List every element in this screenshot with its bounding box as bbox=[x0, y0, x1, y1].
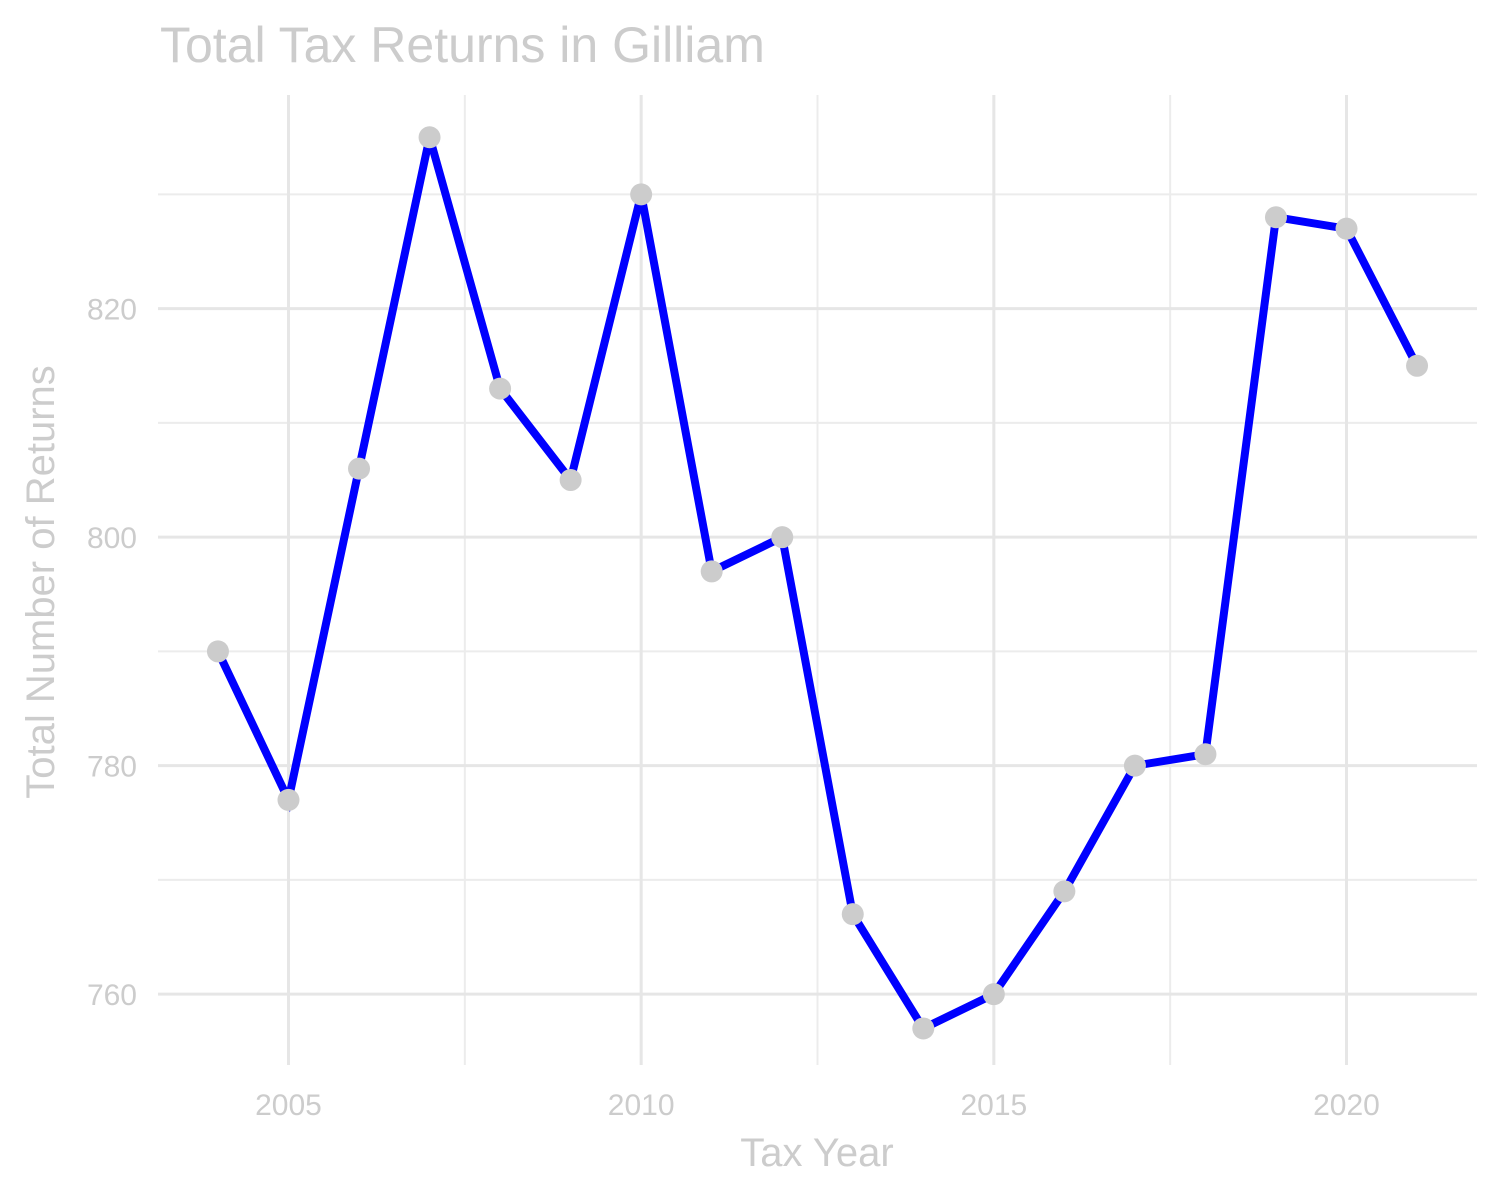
data-point bbox=[206, 640, 229, 663]
data-point bbox=[1123, 754, 1146, 777]
data-point bbox=[1264, 206, 1287, 229]
data-point bbox=[630, 183, 653, 206]
data-point bbox=[418, 126, 441, 149]
data-point bbox=[559, 469, 582, 492]
data-point bbox=[1335, 217, 1358, 240]
data-point bbox=[841, 903, 864, 926]
x-tick-label: 2015 bbox=[960, 1089, 1027, 1122]
y-tick-label: 820 bbox=[87, 294, 137, 327]
y-tick-label: 780 bbox=[87, 751, 137, 784]
series-group bbox=[206, 126, 1429, 1040]
chart-title: Total Tax Returns in Gilliam bbox=[160, 17, 765, 73]
y-axis-title: Total Number of Returns bbox=[19, 365, 63, 799]
x-axis-title: Tax Year bbox=[740, 1131, 893, 1175]
y-tick-label: 800 bbox=[87, 522, 137, 555]
data-point bbox=[982, 983, 1005, 1006]
data-point bbox=[912, 1017, 935, 1040]
x-tick-label: 2010 bbox=[608, 1089, 675, 1122]
data-point bbox=[700, 560, 723, 583]
data-point bbox=[489, 377, 512, 400]
y-tick-labels: 760 780 800 820 bbox=[87, 294, 137, 1013]
data-point bbox=[1053, 880, 1076, 903]
data-point bbox=[277, 788, 300, 811]
x-tick-labels: 2005 2010 2015 2020 bbox=[255, 1089, 1380, 1122]
x-tick-label: 2020 bbox=[1313, 1089, 1380, 1122]
x-tick-label: 2005 bbox=[255, 1089, 322, 1122]
data-point bbox=[348, 457, 371, 480]
data-point bbox=[771, 526, 794, 549]
series-line bbox=[214, 136, 1421, 1034]
y-tick-label: 760 bbox=[87, 979, 137, 1012]
data-point bbox=[1406, 354, 1429, 377]
data-point bbox=[1194, 743, 1217, 766]
grid bbox=[158, 95, 1477, 1065]
